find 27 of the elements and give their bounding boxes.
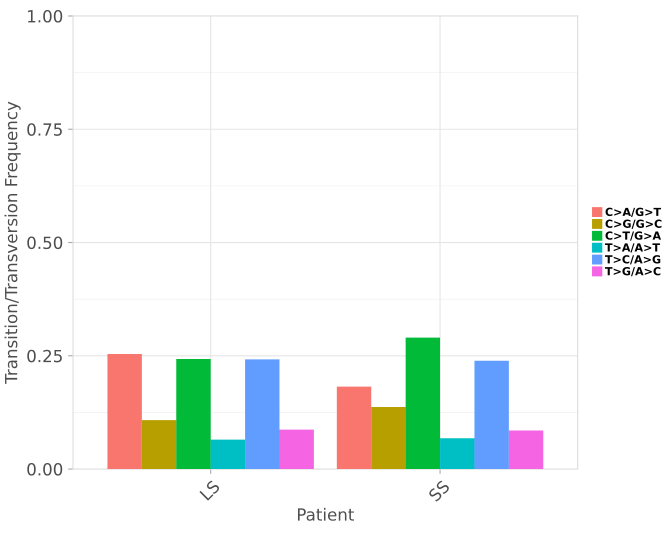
y-tick-label: 0.00 bbox=[27, 463, 62, 476]
bar bbox=[142, 420, 176, 470]
legend-label: T>C/A>G bbox=[605, 255, 660, 264]
legend-label: T>G/A>C bbox=[605, 266, 660, 276]
legend-label: C>T/G>A bbox=[606, 231, 662, 241]
bar bbox=[474, 360, 509, 470]
y-tick-label: 0.50 bbox=[27, 236, 62, 250]
y-tick-label: 0.25 bbox=[27, 350, 62, 362]
bar bbox=[107, 354, 142, 470]
legend-label: C>A/G>T bbox=[606, 208, 662, 217]
bar bbox=[371, 406, 406, 470]
legend-label: C>G/G>C bbox=[606, 220, 662, 229]
y-axis-title: Transition/Transversion Frequency bbox=[4, 102, 21, 384]
bar bbox=[279, 430, 314, 470]
bar bbox=[336, 386, 372, 470]
bar bbox=[508, 430, 544, 470]
x-tick-label: SS bbox=[428, 480, 450, 502]
legend-label: T>A/A>T bbox=[605, 243, 660, 253]
y-tick-label: 1.00 bbox=[28, 10, 62, 23]
bar bbox=[440, 438, 474, 470]
bar bbox=[406, 338, 440, 470]
bar bbox=[245, 359, 280, 470]
bar bbox=[210, 440, 246, 470]
y-tick-label: 0.75 bbox=[27, 123, 62, 136]
x-tick-label: LS bbox=[199, 480, 220, 501]
x-axis-title: Patient bbox=[298, 508, 354, 521]
bar bbox=[176, 358, 211, 470]
